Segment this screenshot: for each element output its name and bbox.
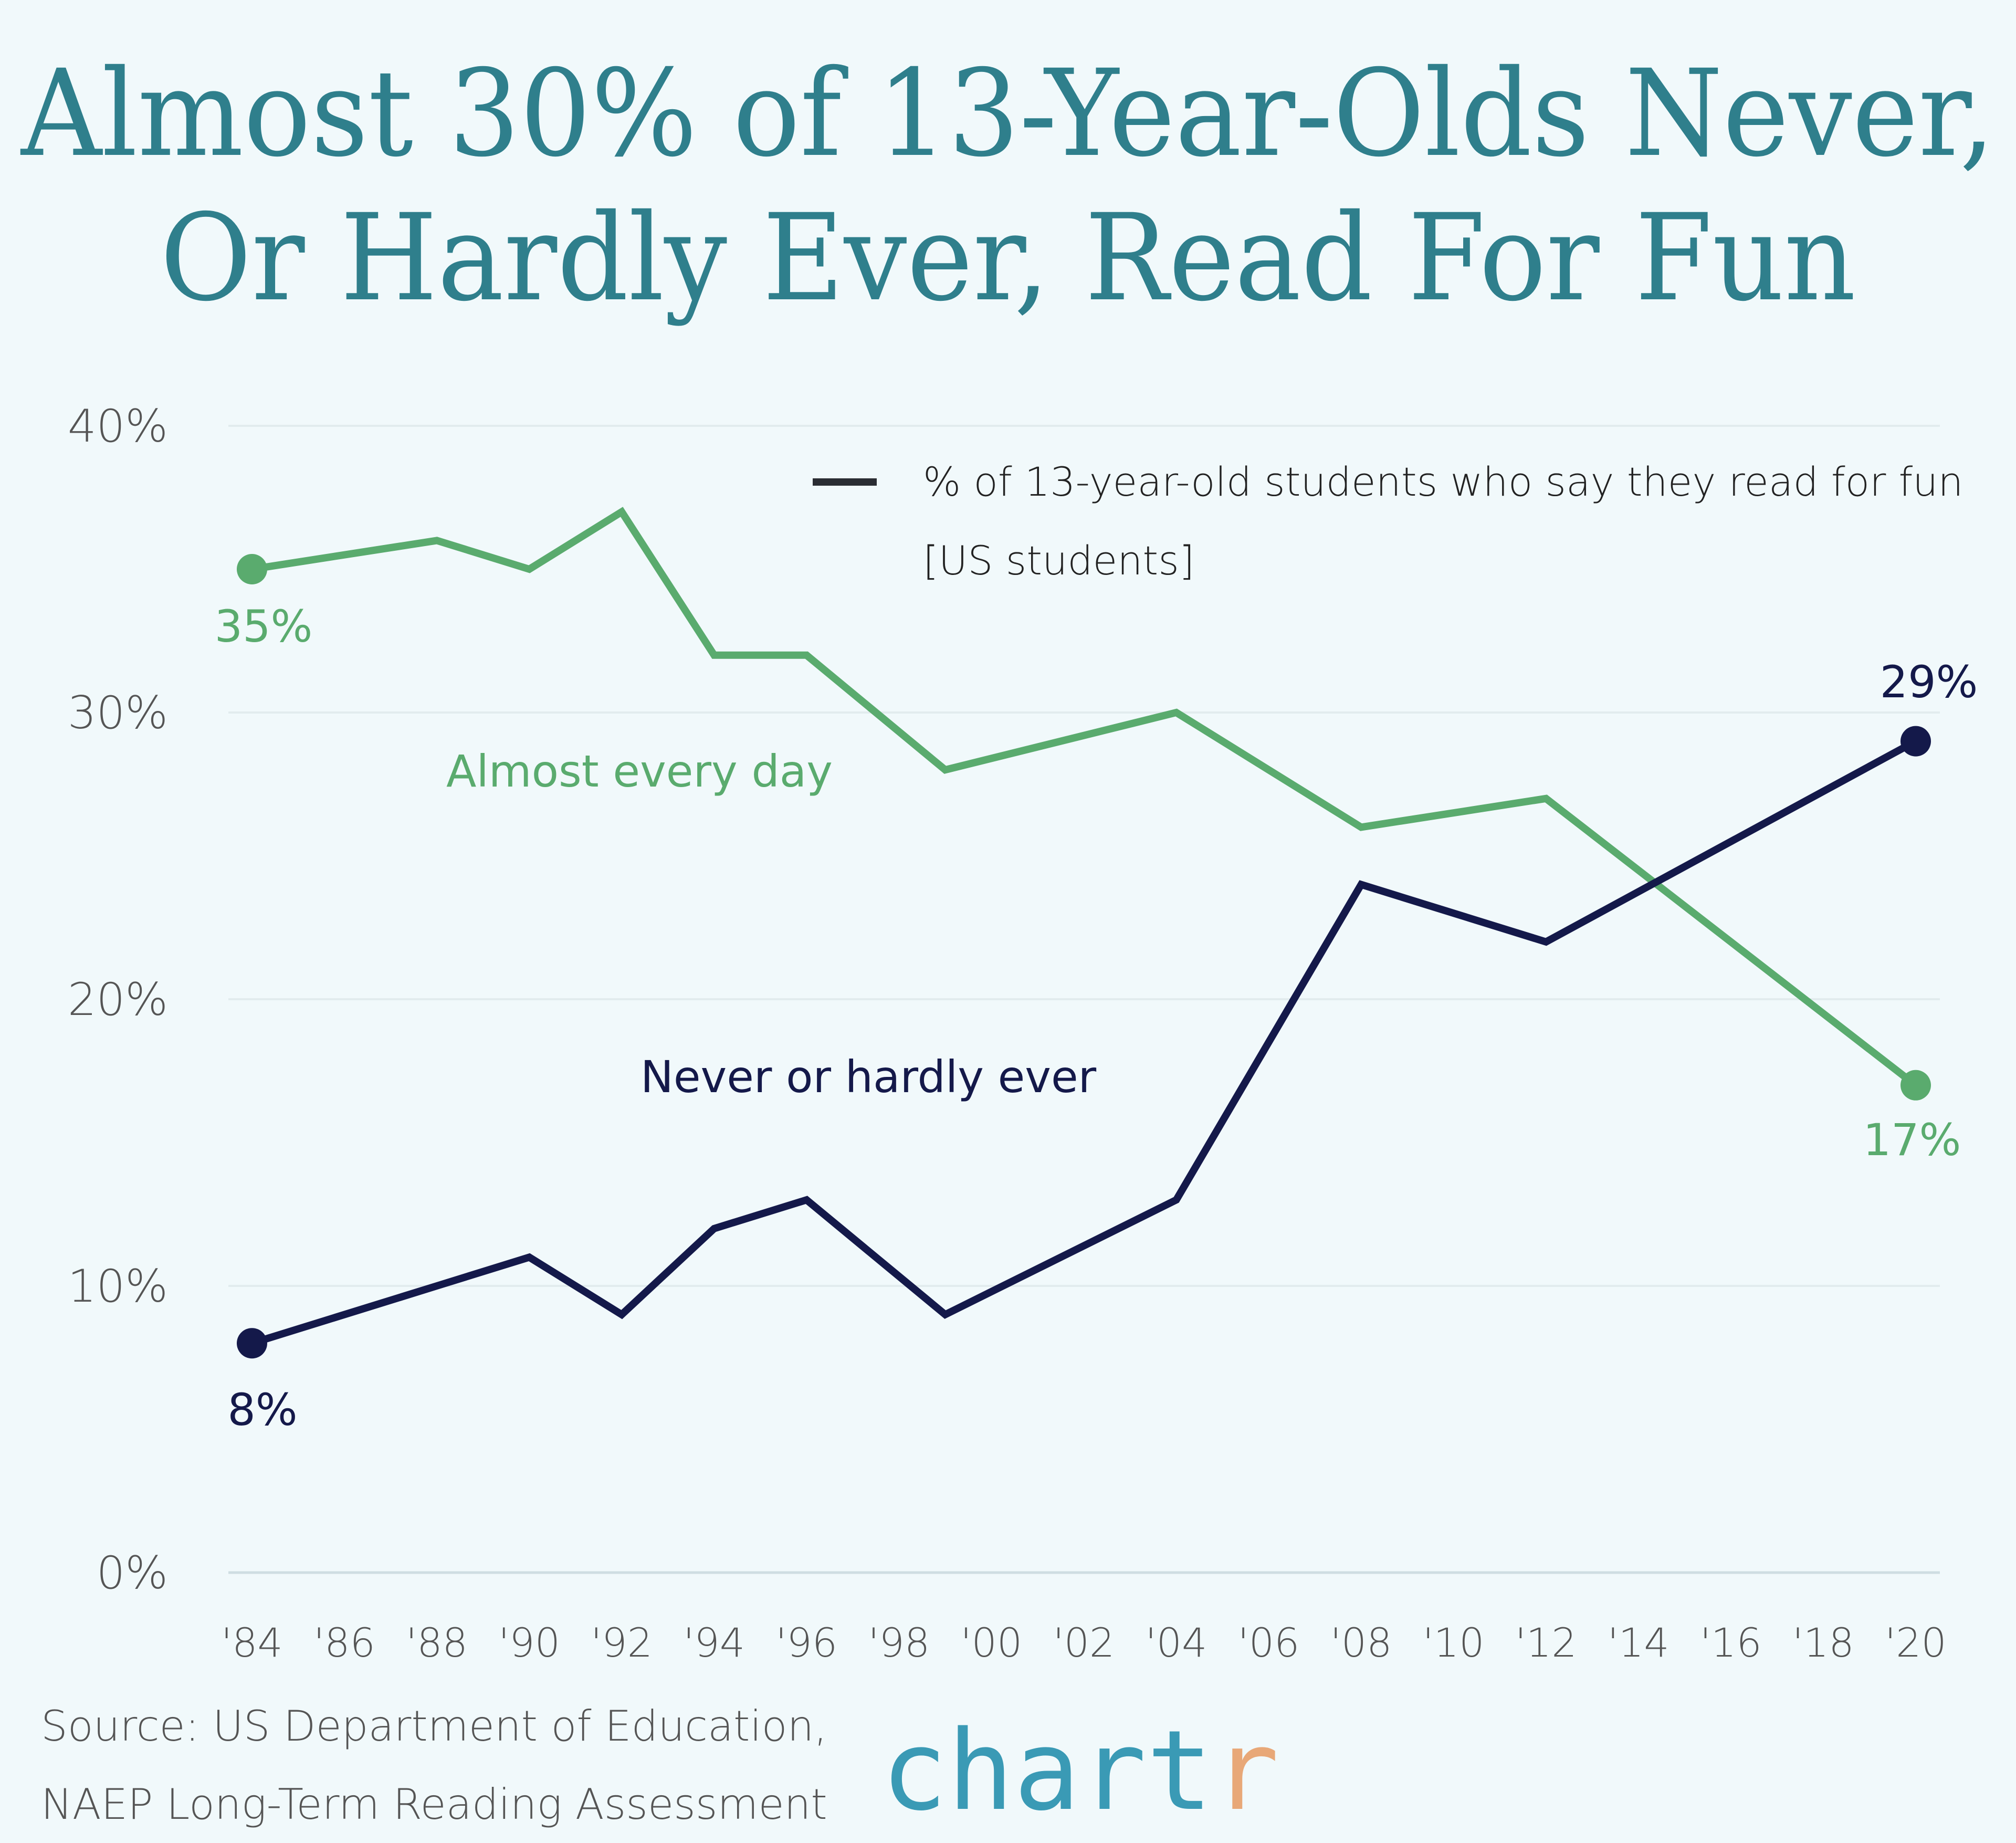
data-label-green-start: 35%	[215, 601, 313, 652]
y-tick-label: 10%	[68, 1260, 168, 1313]
data-label-navy-start: 8%	[227, 1384, 297, 1436]
x-tick-label: '90	[498, 1619, 560, 1666]
source-line-1: Source: US Department of Education,	[41, 1702, 827, 1751]
x-tick-label: '08	[1330, 1619, 1392, 1666]
data-point-1-10	[1900, 726, 1931, 757]
y-tick-label: 40%	[68, 400, 168, 453]
data-point-0-10	[1900, 1070, 1931, 1101]
source-line-2: NAEP Long-Term Reading Assessment	[41, 1780, 827, 1829]
legend: % of 13-year-old students who say they r…	[813, 458, 1964, 584]
data-point-1-0	[237, 1328, 267, 1359]
y-axis: 0% 10% 20% 30% 40%	[68, 400, 168, 1599]
series-label-almost-every-day: Almost every day	[446, 746, 833, 797]
y-tick-label: 0%	[97, 1547, 168, 1599]
x-tick-label: '18	[1792, 1619, 1854, 1666]
y-tick-label: 20%	[68, 973, 168, 1026]
series-label-never: Never or hardly ever	[640, 1051, 1097, 1103]
x-axis: '84 '86 '88 '90 '92 '94 '96 '98 '00 '02 '04 '06 '08 '…	[221, 1619, 1947, 1666]
x-tick-label: '12	[1515, 1619, 1577, 1666]
x-tick-label: '88	[406, 1619, 468, 1666]
x-tick-label: '92	[591, 1619, 653, 1666]
x-tick-label: '10	[1423, 1619, 1485, 1666]
x-tick-label: '00	[961, 1619, 1023, 1666]
y-tick-label: 30%	[68, 687, 168, 739]
chartr-logo: chartr	[881, 1706, 1279, 1835]
data-point-0-0	[237, 554, 267, 584]
x-tick-label: '86	[313, 1619, 375, 1666]
data-label-green-end: 17%	[1863, 1114, 1961, 1166]
x-tick-label: '20	[1885, 1619, 1947, 1666]
x-tick-label: '84	[221, 1619, 283, 1666]
series-line-0	[251, 507, 1918, 1088]
x-tick-label: '04	[1146, 1619, 1208, 1666]
legend-label: % of 13-year-old students who say they r…	[923, 458, 1964, 505]
x-tick-label: '96	[776, 1619, 838, 1666]
x-tick-label: '02	[1053, 1619, 1115, 1666]
x-tick-label: '14	[1608, 1619, 1670, 1666]
x-tick-label: '16	[1700, 1619, 1762, 1666]
chart-title-line-2: Or Hardly Ever, Read For Fun	[160, 188, 1856, 328]
x-tick-label: '06	[1238, 1619, 1300, 1666]
data-label-navy-end: 29%	[1880, 656, 1978, 708]
gridlines	[228, 425, 1940, 1574]
chart-title-line-1: Almost 30% of 13-Year-Olds Never,	[20, 44, 1995, 183]
x-tick-label: '94	[683, 1619, 745, 1666]
series-group	[237, 507, 1931, 1359]
legend-sublabel: [US students]	[923, 537, 1194, 584]
x-tick-label: '98	[868, 1619, 930, 1666]
series-line-1	[250, 738, 1918, 1347]
